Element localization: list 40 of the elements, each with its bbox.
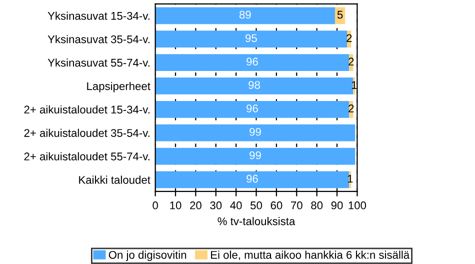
data-label: 95	[246, 34, 257, 42]
bar	[334, 7, 346, 24]
y-tick-label: Yksinasuvat 55-74-v.	[48, 58, 150, 67]
y-tick-label: Yksinasuvat 15-34-v.	[48, 12, 150, 20]
data-label: 96	[246, 58, 258, 66]
bar	[155, 78, 354, 94]
x-tick-label: 20	[190, 201, 202, 210]
x-tick-label: 40	[230, 201, 242, 210]
x-tick-label: 30	[210, 201, 222, 210]
legend-label: Ei ole, mutta aikoo hankkia 6 kk:n sisällä	[211, 250, 410, 260]
data-label: 99	[250, 151, 261, 160]
data-label: 96	[246, 104, 258, 112]
y-tick-label: 2+ aikuistaloudet 35-54-v.	[24, 128, 150, 137]
data-label: 98	[248, 81, 260, 89]
data-label: 96	[246, 174, 258, 183]
bar	[155, 124, 356, 142]
data-label: 5	[337, 10, 343, 19]
y-tick-label: 2+ aikuistaloudet 15-34-v.	[24, 105, 150, 114]
bar	[155, 54, 350, 71]
data-label: 99	[250, 128, 261, 136]
y-tick-label: Yksinasuvat 35-54-v.	[48, 35, 150, 44]
x-tick-label: 90	[331, 201, 343, 210]
x-tick-label: 0	[152, 201, 158, 210]
x-tick-label: 60	[270, 201, 282, 210]
bar	[155, 100, 350, 118]
bar	[155, 30, 348, 48]
x-tick-label: 50	[250, 201, 262, 210]
x-tick-label: 80	[311, 201, 323, 210]
x-tick-label: 70	[291, 201, 302, 210]
y-tick-label: 2+ aikuistaloudet 55-74-v.	[24, 152, 150, 160]
y-tick-label: Lapsiperheet	[87, 82, 150, 92]
bar	[155, 171, 350, 188]
legend-label: On jo digisovitin	[108, 250, 186, 262]
x-tick-label: 100	[348, 201, 366, 210]
bar	[155, 148, 356, 165]
bar	[155, 7, 335, 24]
x-axis-title: % tv-talouksista	[218, 217, 296, 226]
data-label: 89	[239, 10, 251, 19]
x-tick-label: 10	[170, 201, 182, 210]
y-tick-label: Kaikki taloudet	[79, 176, 150, 184]
